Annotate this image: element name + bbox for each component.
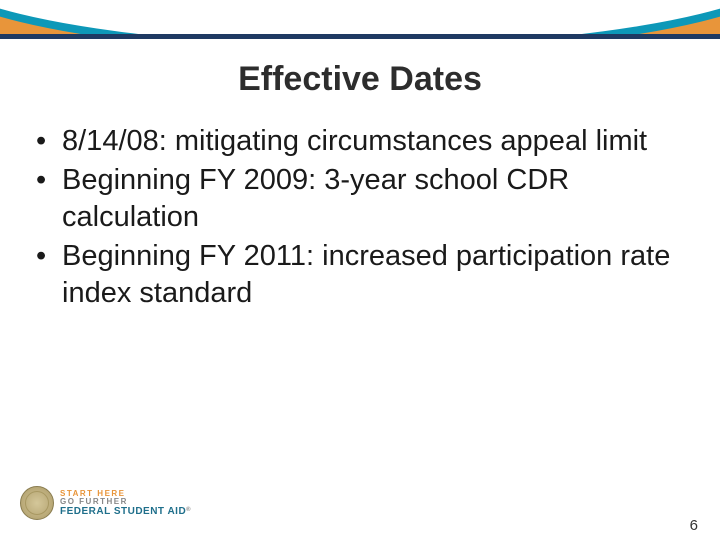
registered-mark: ® xyxy=(186,507,191,513)
page-number: 6 xyxy=(690,517,698,534)
logo-text-block: START HERE GO FURTHER FEDERAL STUDENT AI… xyxy=(60,490,191,517)
logo-brand: FEDERAL STUDENT AID xyxy=(60,506,186,517)
bullet-item: Beginning FY 2009: 3-year school CDR cal… xyxy=(36,162,684,236)
header-navy-rule xyxy=(0,34,720,39)
bullet-item: 8/14/08: mitigating circumstances appeal… xyxy=(36,123,684,160)
header-band xyxy=(0,0,720,42)
seal-icon xyxy=(20,486,54,520)
content-area: 8/14/08: mitigating circumstances appeal… xyxy=(0,123,720,313)
footer: START HERE GO FURTHER FEDERAL STUDENT AI… xyxy=(0,480,720,540)
slide-title: Effective Dates xyxy=(0,60,720,99)
footer-logo: START HERE GO FURTHER FEDERAL STUDENT AI… xyxy=(20,486,191,520)
logo-line-2: GO FURTHER xyxy=(60,498,191,506)
header-orange-band xyxy=(0,6,720,34)
header-swoosh-fill xyxy=(0,6,720,34)
bullet-item: Beginning FY 2011: increased participati… xyxy=(36,238,684,312)
bullet-list: 8/14/08: mitigating circumstances appeal… xyxy=(36,123,684,313)
logo-line-3: FEDERAL STUDENT AID® xyxy=(60,507,191,517)
